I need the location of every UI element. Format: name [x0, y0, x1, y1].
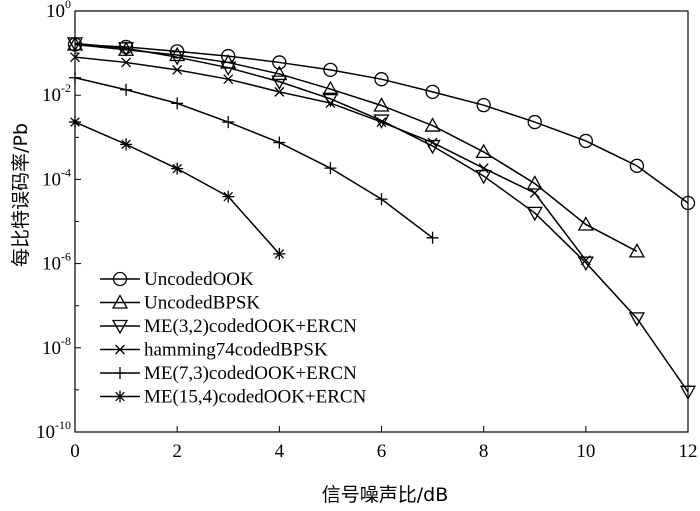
series-4: [70, 52, 591, 266]
data-point: [172, 64, 183, 75]
legend-label: UncodedOOK: [144, 269, 254, 290]
series-6: [69, 116, 286, 260]
data-point: [476, 98, 491, 113]
data-point: [273, 247, 286, 260]
data-point: [375, 193, 388, 206]
data-point: [222, 116, 235, 129]
y-tick-label: 10-10: [36, 418, 71, 443]
series-line: [74, 76, 434, 239]
data-point: [171, 162, 184, 175]
data-point: [271, 75, 288, 90]
legend-item: UncodedOOK: [100, 269, 254, 290]
series-1: [67, 37, 696, 211]
data-point: [374, 72, 389, 87]
data-point: [69, 116, 81, 129]
data-point: [475, 169, 492, 185]
y-tick-label: 10-4: [42, 165, 71, 190]
data-point: [117, 42, 135, 57]
data-point: [171, 97, 184, 110]
data-point: [628, 243, 646, 258]
y-tick-label: 10-8: [42, 334, 71, 359]
data-point: [322, 80, 339, 96]
y-tick-label: 10-6: [42, 250, 71, 275]
data-point: [580, 255, 591, 266]
legend-label: hamming74codedBPSK: [144, 340, 328, 361]
x-tick-label: 2: [172, 441, 182, 462]
data-point: [66, 37, 84, 52]
data-point: [373, 97, 390, 112]
data-point: [169, 46, 186, 62]
data-point: [529, 188, 540, 198]
legend-item: ME(3,2)codedOOK+ERCN: [100, 316, 357, 337]
data-point: [273, 136, 286, 149]
data-point: [426, 231, 439, 244]
data-point: [527, 114, 542, 130]
legend-label: UncodedBPSK: [144, 293, 260, 314]
y-axis-title: 每比特误码率/Pb: [10, 123, 32, 267]
data-point: [223, 74, 234, 85]
x-tick-label: 10: [576, 441, 595, 462]
x-tick-label: 0: [70, 441, 80, 462]
data-point: [680, 195, 696, 211]
legend-marker: [112, 271, 128, 287]
data-point: [274, 86, 285, 97]
legend-item: hamming74codedBPSK: [100, 340, 328, 361]
x-tick-label: 6: [377, 441, 387, 462]
legend-item: ME(15,4)codedOOK+ERCN: [100, 387, 367, 408]
data-point: [325, 98, 336, 109]
legend-marker: [111, 294, 129, 309]
data-point: [578, 133, 593, 149]
data-point: [222, 190, 235, 203]
axis-ticks: 0 2 4 6 8 10 12 100 10-2 10-4 10-6 10-8 10-10: [36, 0, 698, 462]
x-tick-label: 4: [275, 441, 285, 462]
series-line: [74, 56, 587, 261]
data-point: [478, 163, 489, 174]
data-point: [526, 175, 543, 190]
data-point: [577, 216, 594, 231]
data-point: [526, 206, 543, 222]
series-line: [74, 42, 689, 393]
data-point: [629, 158, 645, 173]
data-point: [323, 62, 338, 78]
legend-marker: [114, 390, 126, 403]
legend-label: ME(7,3)codedOOK+ERCN: [144, 363, 357, 384]
data-point: [628, 312, 646, 327]
data-point: [120, 83, 133, 96]
data-point: [271, 65, 288, 81]
data-point: [376, 117, 387, 128]
data-point: [169, 51, 186, 66]
data-point: [272, 55, 287, 70]
x-axis-title: 信号噪声比/dB: [322, 484, 449, 506]
x-tick-label: 12: [679, 441, 698, 462]
series-3: [66, 37, 697, 401]
data-point: [324, 162, 337, 175]
legend-label: ME(15,4)codedOOK+ERCN: [144, 387, 367, 408]
series-line: [74, 121, 280, 255]
data-point: [424, 117, 441, 132]
legend-marker: [114, 367, 126, 379]
data-point: [121, 57, 132, 68]
data-point: [69, 71, 81, 84]
y-tick-label: 100: [46, 0, 71, 22]
series-5: [69, 71, 439, 244]
legend: UncodedOOK UncodedBPSKME(3,2)codedOOK+ERC…: [100, 269, 367, 408]
data-point: [679, 385, 697, 401]
series-line: [74, 43, 638, 253]
data-point: [220, 61, 237, 77]
data-point: [120, 138, 133, 151]
series-layer: [66, 36, 697, 401]
data-point: [425, 84, 440, 100]
x-tick-label: 8: [479, 441, 489, 462]
legend-marker: [111, 319, 129, 335]
legend-item: UncodedBPSK: [100, 293, 260, 314]
legend-marker: [115, 344, 125, 355]
legend-label: ME(3,2)codedOOK+ERCN: [144, 316, 357, 337]
legend-item: ME(7,3)codedOOK+ERCN: [100, 363, 357, 384]
data-point: [427, 137, 438, 148]
data-point: [475, 143, 492, 159]
data-point: [70, 52, 80, 63]
y-tick-label: 10-2: [42, 81, 71, 106]
